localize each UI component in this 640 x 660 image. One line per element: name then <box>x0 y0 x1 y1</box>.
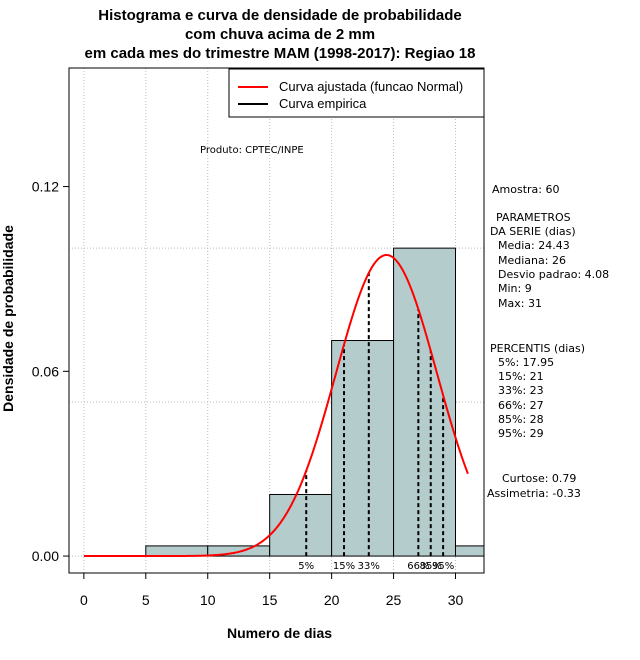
percentile-label-5: 95% <box>432 561 454 572</box>
histogram-bar-3 <box>331 340 395 557</box>
percentile-label-2: 33% <box>358 561 380 572</box>
x-tick-label-1: 5 <box>142 592 150 608</box>
percentile-label-0: 5% <box>298 561 314 572</box>
stat-p33: 33%: 23 <box>498 384 544 397</box>
y-tick-label-1: 0.06 <box>32 363 59 379</box>
percentile-label-4: 85% <box>420 561 442 572</box>
chart-title-line-1: Histograma e curva de densidade de proba… <box>98 7 462 24</box>
stat-p5: 5%: 17.95 <box>498 356 555 369</box>
stat-media: Media: 24.43 <box>498 239 570 252</box>
chart-title-line-2: com chuva acima de 2 mm <box>184 26 376 43</box>
x-tick-label-6: 30 <box>448 592 464 608</box>
stat-sample: Amostra: 60 <box>492 183 560 196</box>
stat-percentis-title: PERCENTIS (dias) <box>490 342 586 355</box>
histogram-bar-5 <box>455 545 484 557</box>
stat-p95: 95%: 29 <box>498 427 544 440</box>
x-tick-label-3: 15 <box>262 592 278 608</box>
histogram-bar-4 <box>393 247 457 557</box>
stat-p15: 15%: 21 <box>498 370 544 383</box>
histogram-bar-2 <box>269 493 333 557</box>
x-axis-label: Numero de dias <box>227 625 332 641</box>
x-tick-label-4: 20 <box>324 592 340 608</box>
stat-curtose: Curtose: 0.79 <box>502 472 577 485</box>
stat-params-title-2: DA SERIE (dias) <box>490 225 576 238</box>
stat-min: Min: 9 <box>498 282 532 295</box>
legend-box <box>228 68 485 118</box>
stat-p66: 66%: 27 <box>498 399 544 412</box>
legend-label-empirical: Curva empirica <box>279 96 367 111</box>
legend-label-fitted: Curva ajustada (funcao Normal) <box>279 79 463 94</box>
stat-desvio: Desvio padrao: 4.08 <box>498 268 610 281</box>
chart-title-line-3: em cada mes do trimestre MAM (1998-2017)… <box>84 45 476 62</box>
stat-assimetria: Assimetria: -0.33 <box>487 487 581 500</box>
product-note: Produto: CPTEC/INPE <box>200 145 304 156</box>
percentile-label-3: 66% <box>407 561 429 572</box>
y-tick-label-2: 0.12 <box>32 179 59 195</box>
stat-mediana: Mediana: 26 <box>498 254 566 267</box>
fitted-normal-curve <box>83 254 469 558</box>
y-tick-label-0: 0.00 <box>32 548 59 564</box>
x-tick-label-5: 25 <box>386 592 402 608</box>
percentile-label-1: 15% <box>333 561 355 572</box>
stat-max: Max: 31 <box>498 297 542 310</box>
histogram-bar-0 <box>145 545 209 557</box>
plot-border <box>68 67 485 574</box>
y-axis-label: Densidade de probabilidade <box>0 225 16 412</box>
stat-p85: 85%: 28 <box>498 413 544 426</box>
x-tick-label-0: 0 <box>80 592 88 608</box>
stat-params-title-1: PARAMETROS <box>496 211 571 224</box>
x-tick-label-2: 10 <box>200 592 216 608</box>
